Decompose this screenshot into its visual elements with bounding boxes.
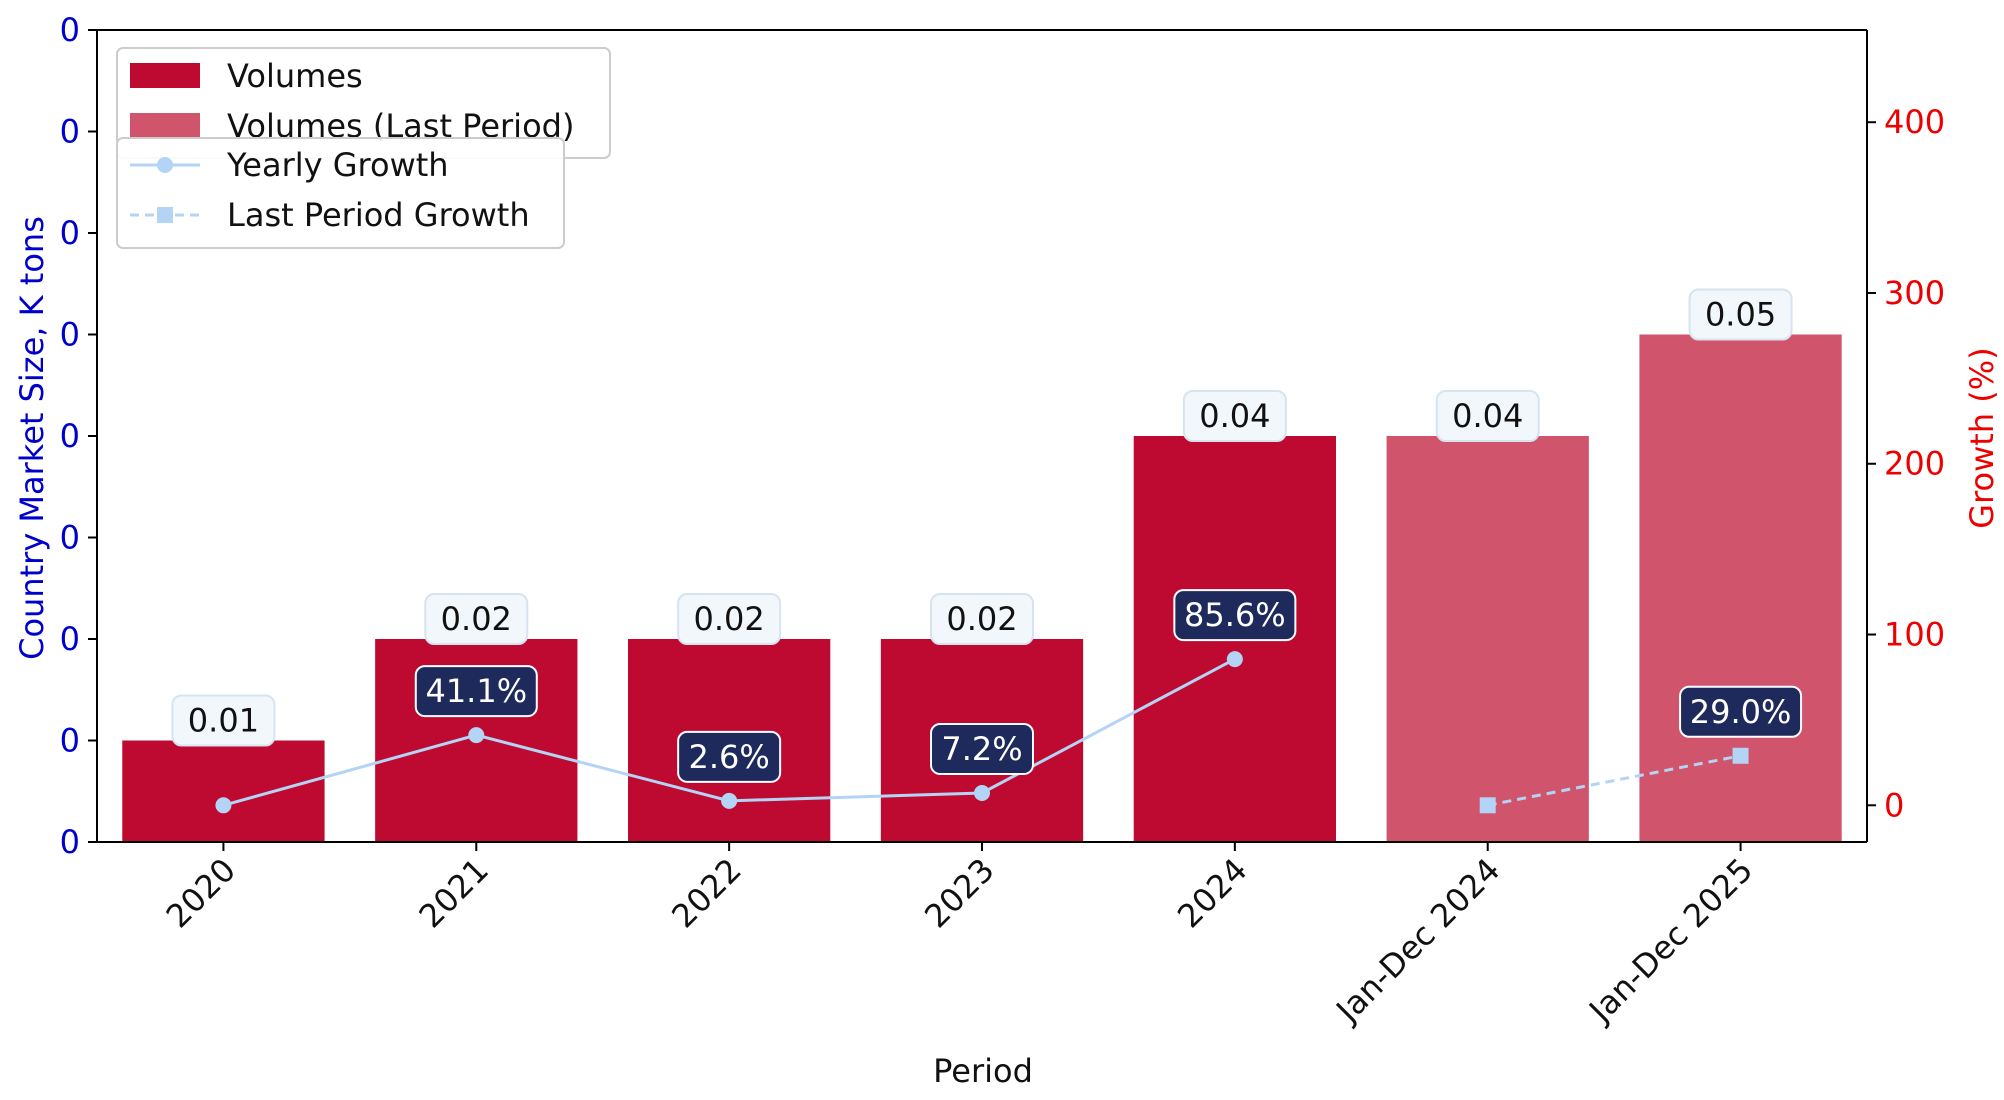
- legend-marker-yearly: [157, 157, 173, 173]
- x-tick-label: Jan-Dec 2024: [1327, 851, 1507, 1031]
- y-right-tick-label: 0: [1884, 786, 1904, 824]
- y-left-tick-label: 0: [60, 823, 80, 861]
- last-period-growth-point: [1479, 797, 1496, 814]
- y-right-tick-label: 300: [1884, 274, 1945, 312]
- bar-value-label: 0.05: [1688, 288, 1793, 341]
- yearly-growth-point: [468, 727, 485, 744]
- y-left-tick-label: 0: [60, 417, 80, 455]
- bar-jan-dec-2025: [1639, 334, 1842, 842]
- bar-value-label: 0.02: [930, 593, 1034, 645]
- yearly-growth-point: [1226, 651, 1243, 668]
- x-tick-label: 2022: [664, 851, 748, 935]
- bar-jan-dec-2024: [1386, 436, 1589, 842]
- bar-value-label-text: 0.02: [946, 600, 1017, 638]
- bar-value-label: 0.04: [1435, 390, 1540, 442]
- growth-value-label: 7.2%: [930, 722, 1034, 775]
- y-left-tick-label: 0: [60, 519, 80, 557]
- growth-lines-layer: [215, 651, 1749, 814]
- bar-value-label-text: 0.01: [188, 702, 259, 740]
- x-axis-label: Period: [933, 1052, 1033, 1090]
- x-tick-label: 2020: [159, 851, 243, 935]
- growth-value-label-box: [677, 730, 782, 783]
- x-tick-label: 2021: [411, 851, 495, 935]
- growth-value-label-text: 29.0%: [1690, 693, 1792, 731]
- yearly-growth-point: [721, 792, 738, 809]
- last-period-growth-line: [1487, 754, 1741, 807]
- x-tick-label: 2024: [1170, 851, 1254, 935]
- x-tick-label: Jan-Dec 2025: [1580, 851, 1760, 1031]
- legend-swatch-volumes-last: [130, 113, 200, 138]
- bar-value-label: 0.04: [1182, 390, 1287, 442]
- bar-value-label-text: 0.05: [1705, 296, 1776, 334]
- bar-value-label-box: [1688, 288, 1793, 341]
- growth-value-label: 2.6%: [677, 730, 782, 783]
- y-right-tick-label: 200: [1884, 445, 1945, 483]
- data-labels-layer: 0.01 0.02 0.02 0.02 0.04 0.04 0.05 41.1% 2.6% 7.2…: [171, 288, 1803, 783]
- legend-marker-last-period: [157, 207, 173, 223]
- legend-label-volumes: Volumes: [227, 57, 363, 95]
- y-left-tick-label: 0: [60, 113, 80, 151]
- y-left-tick-label: 0: [60, 620, 80, 658]
- y-axis-label-right: Growth (%): [1963, 347, 2001, 528]
- y-left-tick-label: 0: [60, 316, 80, 354]
- growth-value-label-text: 7.2%: [941, 730, 1022, 768]
- bar-value-label-box: [1435, 390, 1540, 442]
- legend-swatch-volumes: [130, 63, 200, 88]
- yearly-growth-point: [215, 797, 232, 814]
- growth-value-label-box: [930, 722, 1034, 775]
- growth-value-label-box: [1173, 589, 1297, 642]
- bar-value-label: 0.02: [677, 593, 782, 645]
- legend-lines-box: [116, 137, 565, 249]
- x-tick-label: 2023: [917, 851, 1001, 935]
- growth-value-label: 85.6%: [1173, 589, 1297, 642]
- bar-value-label-text: 0.04: [1452, 397, 1523, 435]
- bar-value-label-box: [424, 593, 529, 645]
- bar-value-label-box: [1182, 390, 1287, 442]
- growth-value-label-text: 2.6%: [688, 738, 769, 776]
- growth-value-label-box: [414, 665, 538, 718]
- growth-value-label-text: 41.1%: [425, 672, 527, 710]
- growth-value-label-box: [1679, 685, 1803, 738]
- y-left-tick-label: 0: [60, 214, 80, 252]
- bar-2020: [122, 740, 325, 842]
- bar-value-label-text: 0.04: [1199, 397, 1270, 435]
- bar-value-label: 0.01: [171, 694, 276, 747]
- y-right-tick-label: 400: [1884, 103, 1945, 141]
- y-axis-label-left: Country Market Size, K tons: [13, 216, 51, 660]
- legend-label-last-period-growth: Last Period Growth: [227, 196, 530, 234]
- yearly-growth-point: [974, 784, 990, 801]
- bar-value-label-text: 0.02: [441, 600, 512, 638]
- growth-value-label: 29.0%: [1679, 685, 1803, 738]
- growth-value-label-text: 85.6%: [1184, 596, 1286, 634]
- legend-label-yearly-growth: Yearly Growth: [226, 146, 449, 184]
- bar-value-label-box: [677, 593, 782, 645]
- bar-value-label: 0.02: [424, 593, 529, 645]
- y-right-tick-label: 100: [1884, 616, 1945, 654]
- bar-value-label-box: [171, 694, 276, 747]
- last-period-growth-point: [1732, 747, 1749, 764]
- y-left-tick-label: 0: [60, 722, 80, 760]
- bar-value-label-box: [930, 593, 1034, 645]
- bar-value-label-text: 0.02: [694, 600, 765, 638]
- growth-value-label: 41.1%: [414, 665, 538, 718]
- y-left-tick-label: 0: [60, 11, 80, 49]
